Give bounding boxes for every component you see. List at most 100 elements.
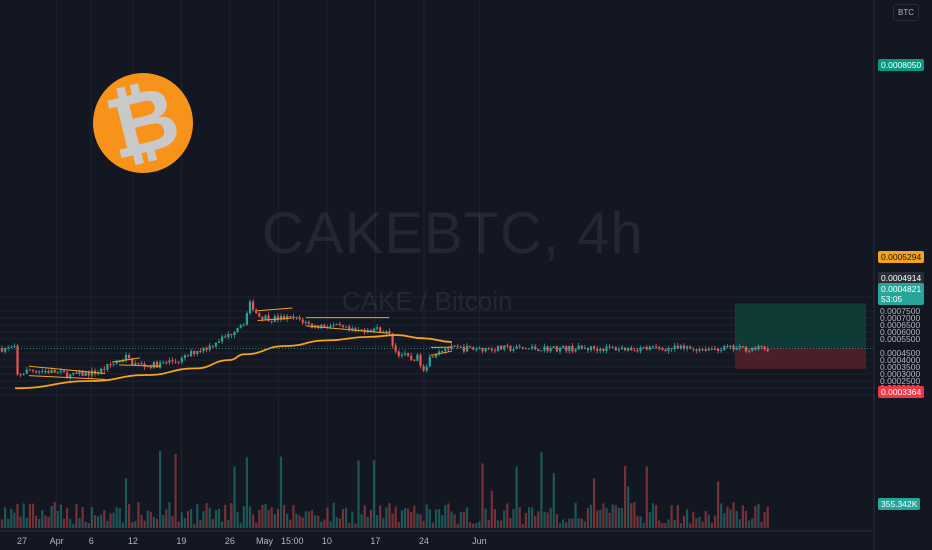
volume-bar bbox=[534, 515, 537, 528]
candle-body bbox=[667, 348, 670, 352]
last-price-tag: 0.0004821 53:05 bbox=[878, 283, 925, 305]
candle-body bbox=[376, 327, 379, 329]
volume-bar bbox=[245, 457, 248, 528]
candle-body bbox=[307, 322, 310, 324]
volume-bar bbox=[512, 509, 515, 528]
volume-bar bbox=[66, 507, 69, 528]
candle-body bbox=[527, 348, 531, 350]
candle-body bbox=[565, 346, 568, 352]
volume-bar bbox=[692, 512, 695, 528]
volume-bar bbox=[286, 513, 289, 528]
candle-body bbox=[47, 371, 50, 373]
volume-bar bbox=[81, 507, 84, 528]
time-tick-label: May bbox=[256, 536, 274, 546]
candle-body bbox=[50, 369, 53, 373]
candle-body bbox=[276, 316, 279, 320]
candle-body bbox=[193, 351, 196, 355]
volume-bar bbox=[397, 522, 400, 528]
candle-body bbox=[211, 345, 214, 347]
pattern-trendline bbox=[112, 357, 140, 363]
currency-button[interactable]: BTC bbox=[893, 4, 919, 21]
volume-bar bbox=[751, 518, 754, 528]
candle-body bbox=[87, 372, 90, 376]
price-tick-label: 0.0005500 bbox=[880, 334, 921, 344]
candle-body bbox=[611, 347, 614, 349]
volume-bar bbox=[574, 502, 577, 528]
volume-bar bbox=[552, 473, 555, 528]
volume-bar bbox=[580, 518, 583, 528]
volume-bar bbox=[493, 509, 496, 528]
price-tick-label: 0.0003500 bbox=[880, 362, 921, 372]
candle-body bbox=[391, 333, 394, 346]
volume-bar bbox=[38, 518, 41, 528]
volume-bar bbox=[84, 521, 87, 528]
volume-bar bbox=[425, 504, 428, 528]
volume-bar bbox=[289, 519, 292, 528]
candle-body bbox=[645, 347, 648, 350]
candle-body bbox=[537, 349, 540, 352]
volume-bar bbox=[611, 504, 614, 528]
candle-body bbox=[227, 334, 230, 337]
volume-bar bbox=[620, 507, 624, 528]
candle-body bbox=[66, 372, 69, 378]
candle-body bbox=[320, 324, 323, 329]
volume-bar bbox=[314, 515, 317, 528]
candle-body bbox=[44, 371, 47, 373]
candle-body bbox=[738, 345, 741, 348]
candle-body bbox=[704, 349, 707, 351]
volume-bar bbox=[655, 504, 658, 528]
volume-bar bbox=[341, 508, 345, 528]
candle-body bbox=[518, 346, 521, 348]
volume-bar bbox=[279, 456, 283, 528]
candle-body bbox=[0, 348, 4, 352]
volume-bar bbox=[713, 515, 717, 528]
volume-bar bbox=[639, 516, 642, 528]
volume-bar bbox=[710, 522, 713, 528]
volume-bar bbox=[224, 504, 227, 528]
volume-bar bbox=[469, 522, 472, 528]
volume-bar bbox=[577, 518, 580, 528]
volume-bar bbox=[128, 504, 131, 528]
volume-bar bbox=[549, 508, 552, 528]
candle-body bbox=[348, 326, 351, 330]
candle-body bbox=[177, 361, 180, 363]
volume-bar bbox=[521, 523, 524, 528]
candle-body bbox=[134, 363, 137, 366]
volume-bar bbox=[723, 513, 726, 528]
volume-bar bbox=[276, 509, 279, 528]
volume-bar bbox=[732, 502, 735, 528]
pattern-trendline bbox=[28, 365, 106, 374]
price-tick-label: 0.0006000 bbox=[880, 327, 921, 337]
candle-body bbox=[13, 345, 16, 348]
volume-bar bbox=[605, 507, 608, 528]
symbol-watermark: CAKEBTC, 4h bbox=[262, 201, 644, 266]
candle-body bbox=[571, 345, 574, 352]
volume-bar bbox=[506, 503, 509, 528]
candle-body bbox=[372, 328, 376, 332]
volume-bar bbox=[255, 522, 258, 528]
volume-bar bbox=[372, 460, 376, 528]
candle-body bbox=[633, 350, 636, 352]
candle-body bbox=[239, 325, 242, 328]
volume-bar bbox=[630, 503, 633, 528]
candle-body bbox=[53, 369, 56, 373]
volume-bar bbox=[487, 519, 490, 528]
price-tick-label: 0.0006500 bbox=[880, 320, 921, 330]
volume-bar bbox=[527, 507, 531, 528]
candle-body bbox=[84, 372, 87, 376]
candle-body bbox=[760, 345, 763, 347]
candle-body bbox=[434, 354, 438, 358]
volume-bar bbox=[186, 511, 190, 528]
volume-bar bbox=[763, 512, 766, 528]
candle-body bbox=[16, 345, 19, 375]
volume-bar bbox=[540, 452, 543, 528]
volume-bar bbox=[301, 517, 304, 528]
volume-bar bbox=[496, 520, 500, 528]
candle-body bbox=[388, 331, 391, 334]
candle-body bbox=[546, 346, 549, 352]
candle-body bbox=[360, 329, 363, 331]
candle-body bbox=[682, 345, 686, 349]
candle-body bbox=[168, 360, 171, 363]
volume-bar bbox=[748, 520, 751, 528]
